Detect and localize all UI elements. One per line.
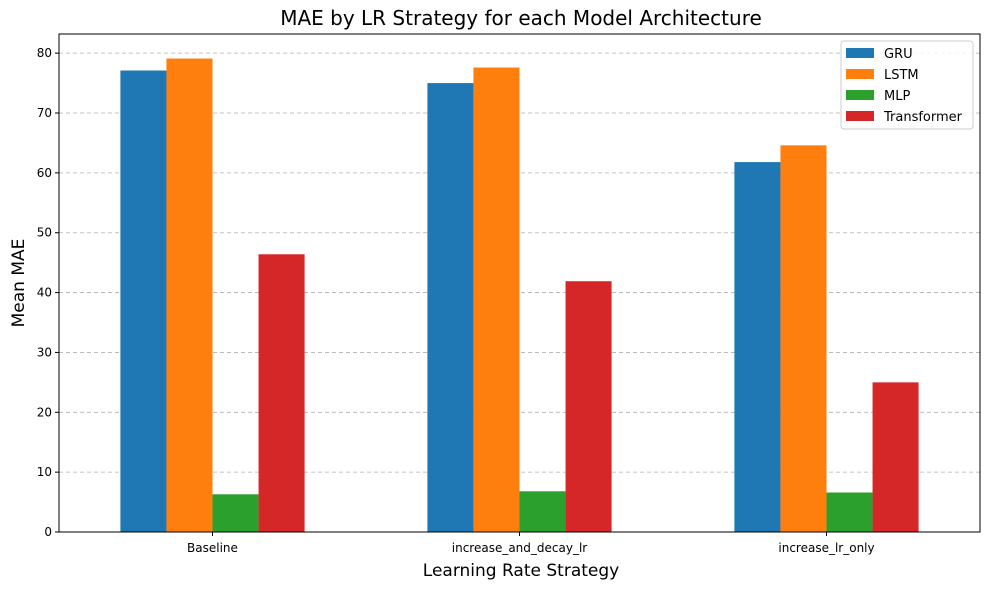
bar-lstm-1 bbox=[473, 67, 520, 533]
y-axis-ticks: 0 10 20 30 40 50 60 70 80 bbox=[37, 46, 59, 539]
bar-lstm-0 bbox=[166, 58, 213, 533]
y-tick-label: 50 bbox=[37, 226, 52, 240]
bar-gru-0 bbox=[120, 70, 167, 532]
y-tick-label: 80 bbox=[37, 46, 52, 60]
y-tick-label: 20 bbox=[37, 405, 52, 419]
bar-mlp-0 bbox=[212, 494, 259, 532]
legend-label-gru: GRU bbox=[884, 47, 913, 62]
legend-swatch-transformer bbox=[846, 111, 874, 121]
y-tick-label: 0 bbox=[44, 525, 52, 539]
legend-label-lstm: LSTM bbox=[884, 68, 919, 83]
legend-swatch-mlp bbox=[846, 90, 874, 100]
bars bbox=[120, 58, 919, 533]
bar-mlp-2 bbox=[826, 492, 873, 532]
bar-transformer-1 bbox=[565, 281, 612, 532]
y-tick-label: 40 bbox=[37, 286, 52, 300]
y-axis-label: Mean MAE bbox=[9, 239, 29, 328]
y-tick-label: 30 bbox=[37, 345, 52, 359]
bar-lstm-2 bbox=[780, 145, 827, 532]
legend-label-transformer: Transformer bbox=[883, 110, 963, 125]
x-axis-ticks: Baseline increase_and_decay_lr increase_lr… bbox=[187, 532, 875, 555]
y-tick-label: 70 bbox=[37, 106, 52, 120]
y-tick-label: 10 bbox=[37, 465, 52, 479]
legend-box bbox=[840, 40, 974, 130]
legend-swatch-gru bbox=[846, 48, 874, 58]
bar-mlp-1 bbox=[519, 491, 566, 532]
y-tick-label: 60 bbox=[37, 166, 52, 180]
legend: GRU LSTM MLP Transformer bbox=[840, 40, 974, 130]
x-tick-label: increase_and_decay_lr bbox=[452, 541, 588, 555]
x-axis-label: Learning Rate Strategy bbox=[423, 561, 619, 581]
bar-gru-2 bbox=[734, 162, 781, 532]
bar-gru-1 bbox=[427, 83, 474, 533]
bar-transformer-2 bbox=[872, 382, 919, 532]
chart-title: MAE by LR Strategy for each Model Archit… bbox=[280, 6, 762, 30]
bar-transformer-0 bbox=[258, 254, 305, 532]
x-tick-label: Baseline bbox=[187, 541, 238, 555]
x-tick-label: increase_lr_only bbox=[778, 541, 874, 555]
legend-swatch-lstm bbox=[846, 69, 874, 79]
legend-label-mlp: MLP bbox=[884, 89, 910, 104]
